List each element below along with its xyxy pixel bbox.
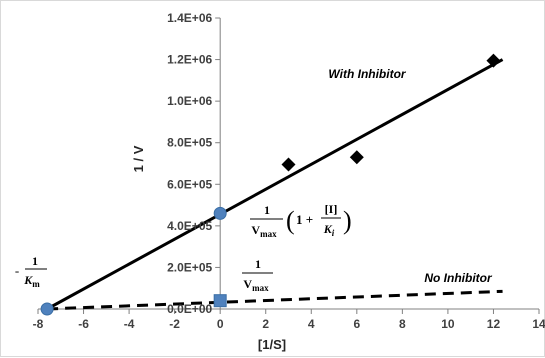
- x-tick-label: -2: [169, 317, 180, 331]
- y-tick-label: 4.0E+05: [167, 219, 212, 233]
- trendline-with-inhibitor: [46, 58, 504, 311]
- intercept-marker-circle: [40, 302, 54, 316]
- y-tick-label: 0.0E+00: [167, 302, 212, 316]
- intercept-marker-circle: [213, 206, 227, 220]
- series-label-with-inhibitor: With Inhibitor: [328, 67, 407, 81]
- frac-i-denominator: Ki: [323, 222, 335, 238]
- km-intercept-label: - 1 Km: [15, 254, 47, 289]
- vmax-numerator: 1: [255, 257, 261, 271]
- x-tick-label: 14: [532, 317, 545, 331]
- y-tick-label: 2.0E+05: [167, 260, 212, 274]
- x-tick-label: 6: [353, 317, 360, 331]
- x-tick-label: 0: [217, 317, 224, 331]
- vmax-intercept-label: 1 Vmax: [242, 257, 273, 293]
- axes: [37, 17, 540, 314]
- trendline-no-inhibitor: [47, 289, 503, 311]
- x-tick-label: -6: [78, 317, 89, 331]
- markers-layer: [40, 53, 501, 316]
- x-axis-title: [1/S]: [258, 337, 286, 352]
- y-tick-label: 1.0E+06: [167, 94, 212, 108]
- data-point-with-inhibitor: [281, 157, 296, 172]
- big-denominator: Vmax: [251, 223, 277, 239]
- y-tick-label: 8.0E+05: [167, 136, 212, 150]
- paren-close: ): [343, 206, 352, 235]
- series-layer: [46, 58, 504, 311]
- data-point-with-inhibitor: [349, 150, 364, 165]
- y-tick-label: 6.0E+05: [167, 177, 212, 191]
- inhibited-intercept-label: 1 Vmax ( 1 + [I] Ki ): [250, 202, 352, 239]
- x-tick-label: 8: [399, 317, 406, 331]
- tick-labels: -8 -6 -4 -2 0 2 4 6 8 10 12 14 0.0E+00 2.0E+05 4.0E+05…: [33, 11, 545, 331]
- data-point-with-inhibitor: [486, 53, 501, 68]
- x-tick-label: -4: [124, 317, 135, 331]
- x-tick-label: 2: [262, 317, 269, 331]
- series-label-no-inhibitor: No Inhibitor: [424, 271, 493, 285]
- km-minus-sign: -: [15, 263, 19, 278]
- big-numerator: 1: [264, 203, 270, 217]
- intercept-marker-square: [213, 294, 227, 308]
- y-axis-title: 1 / V: [131, 145, 146, 172]
- paren-open: (: [286, 206, 295, 235]
- km-denominator: Km: [23, 273, 40, 289]
- km-numerator: 1: [32, 254, 38, 268]
- y-tick-label: 1.2E+06: [167, 53, 212, 67]
- frac-i-numerator: [I]: [325, 202, 338, 216]
- x-tick-label: -8: [33, 317, 44, 331]
- x-tick-label: 10: [441, 317, 455, 331]
- vmax-denominator: Vmax: [243, 277, 269, 293]
- x-tick-label: 12: [487, 317, 501, 331]
- y-tick-label: 1.4E+06: [167, 11, 212, 25]
- one-plus: 1 +: [296, 212, 313, 227]
- x-tick-label: 4: [308, 317, 315, 331]
